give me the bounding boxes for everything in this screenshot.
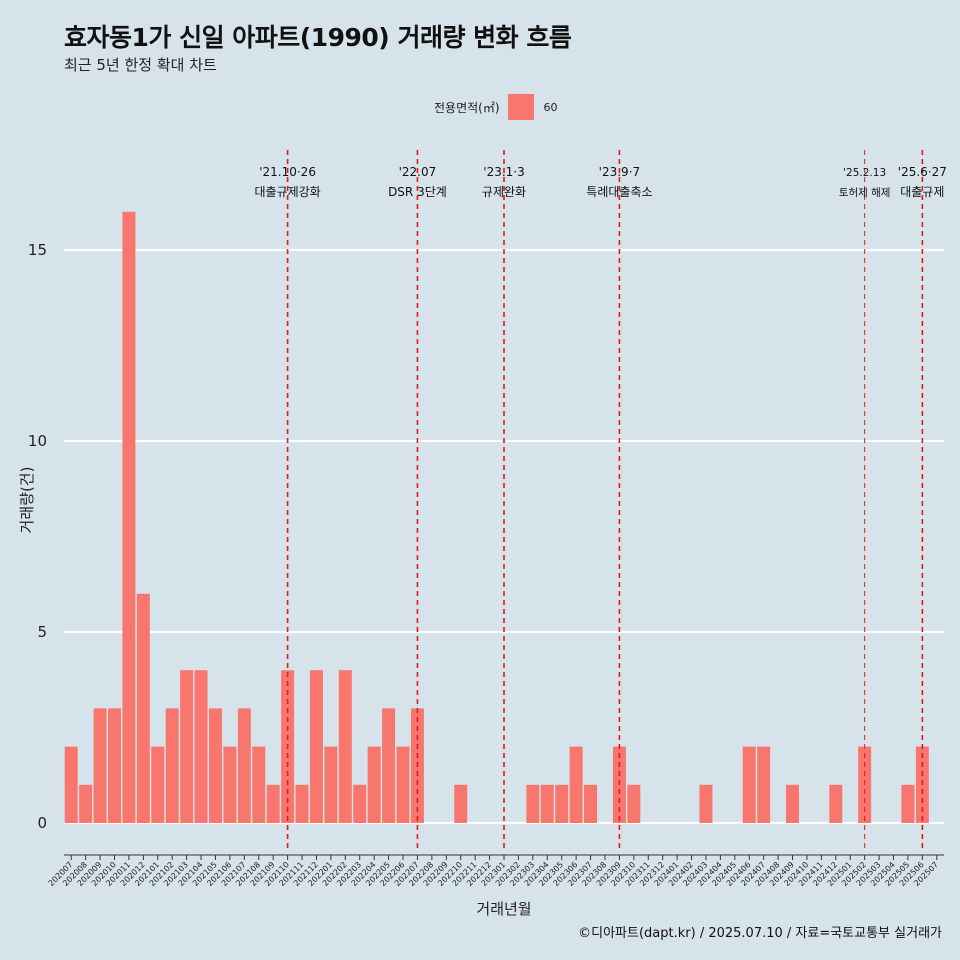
- bar: [93, 708, 107, 823]
- bar: [79, 784, 93, 823]
- bar: [454, 784, 468, 823]
- bar: [338, 670, 352, 823]
- annotation-date: '21.10·26: [259, 165, 316, 179]
- bar: [223, 746, 237, 823]
- bar: [555, 784, 569, 823]
- x-axis-title: 거래년월: [476, 900, 531, 918]
- annotation-label: 규제완화: [482, 185, 526, 199]
- legend: 전용면적(㎡) 60: [434, 94, 558, 120]
- bar: [180, 670, 194, 823]
- annotation-label: 대출규제강화: [254, 185, 320, 199]
- legend-title: 전용면적(㎡): [434, 100, 500, 115]
- bar: [786, 784, 800, 823]
- annotation-date: '22.07: [399, 165, 437, 179]
- bar: [901, 784, 915, 823]
- bar: [757, 746, 771, 823]
- chart-title: 효자동1가 신일 아파트(1990) 거래량 변화 흐름: [64, 23, 572, 52]
- bar: [367, 746, 381, 823]
- bar: [165, 708, 179, 823]
- bar: [266, 784, 280, 823]
- bar: [584, 784, 598, 823]
- annotation-label: 토허제 해제: [839, 186, 891, 199]
- legend-label: 60: [543, 100, 558, 114]
- bar: [382, 708, 396, 823]
- bar: [396, 746, 410, 823]
- annotation-date: '23.1·3: [483, 165, 524, 179]
- bar: [324, 746, 338, 823]
- bar: [295, 784, 309, 823]
- annotation-date: '25.6·27: [898, 165, 947, 179]
- bar: [309, 670, 323, 823]
- bar: [252, 746, 266, 823]
- bar: [194, 670, 208, 823]
- legend-swatch: [507, 94, 534, 120]
- annotation-date: '25.2.13: [843, 167, 886, 179]
- y-axis-title: 거래량(건): [18, 467, 36, 534]
- source-caption: ©디아파트(dapt.kr) / 2025.07.10 / 자료=국토교통부 실…: [578, 926, 942, 941]
- y-tick-label: 15: [28, 241, 47, 259]
- bar: [627, 784, 641, 823]
- annotation-label: DSR 3단계: [388, 185, 447, 199]
- bar: [526, 784, 540, 823]
- bar: [540, 784, 554, 823]
- y-tick-label: 10: [28, 432, 47, 450]
- annotation-date: '23.9·7: [599, 165, 640, 179]
- bar: [742, 746, 756, 823]
- annotation-label: 대출규제: [900, 185, 944, 199]
- bar: [829, 784, 843, 823]
- bar: [353, 784, 367, 823]
- bar: [699, 784, 713, 823]
- chart-subtitle: 최근 5년 한정 확대 차트: [64, 56, 217, 74]
- bar: [122, 211, 136, 824]
- y-tick-label: 0: [37, 814, 47, 832]
- bar: [237, 708, 251, 823]
- bar: [151, 746, 165, 823]
- bar: [136, 593, 150, 823]
- bar: [108, 708, 121, 823]
- bar: [569, 746, 583, 823]
- bar: [64, 746, 78, 823]
- y-tick-label: 5: [37, 623, 47, 641]
- bar: [208, 708, 222, 823]
- annotation-label: 특례대출축소: [586, 185, 652, 199]
